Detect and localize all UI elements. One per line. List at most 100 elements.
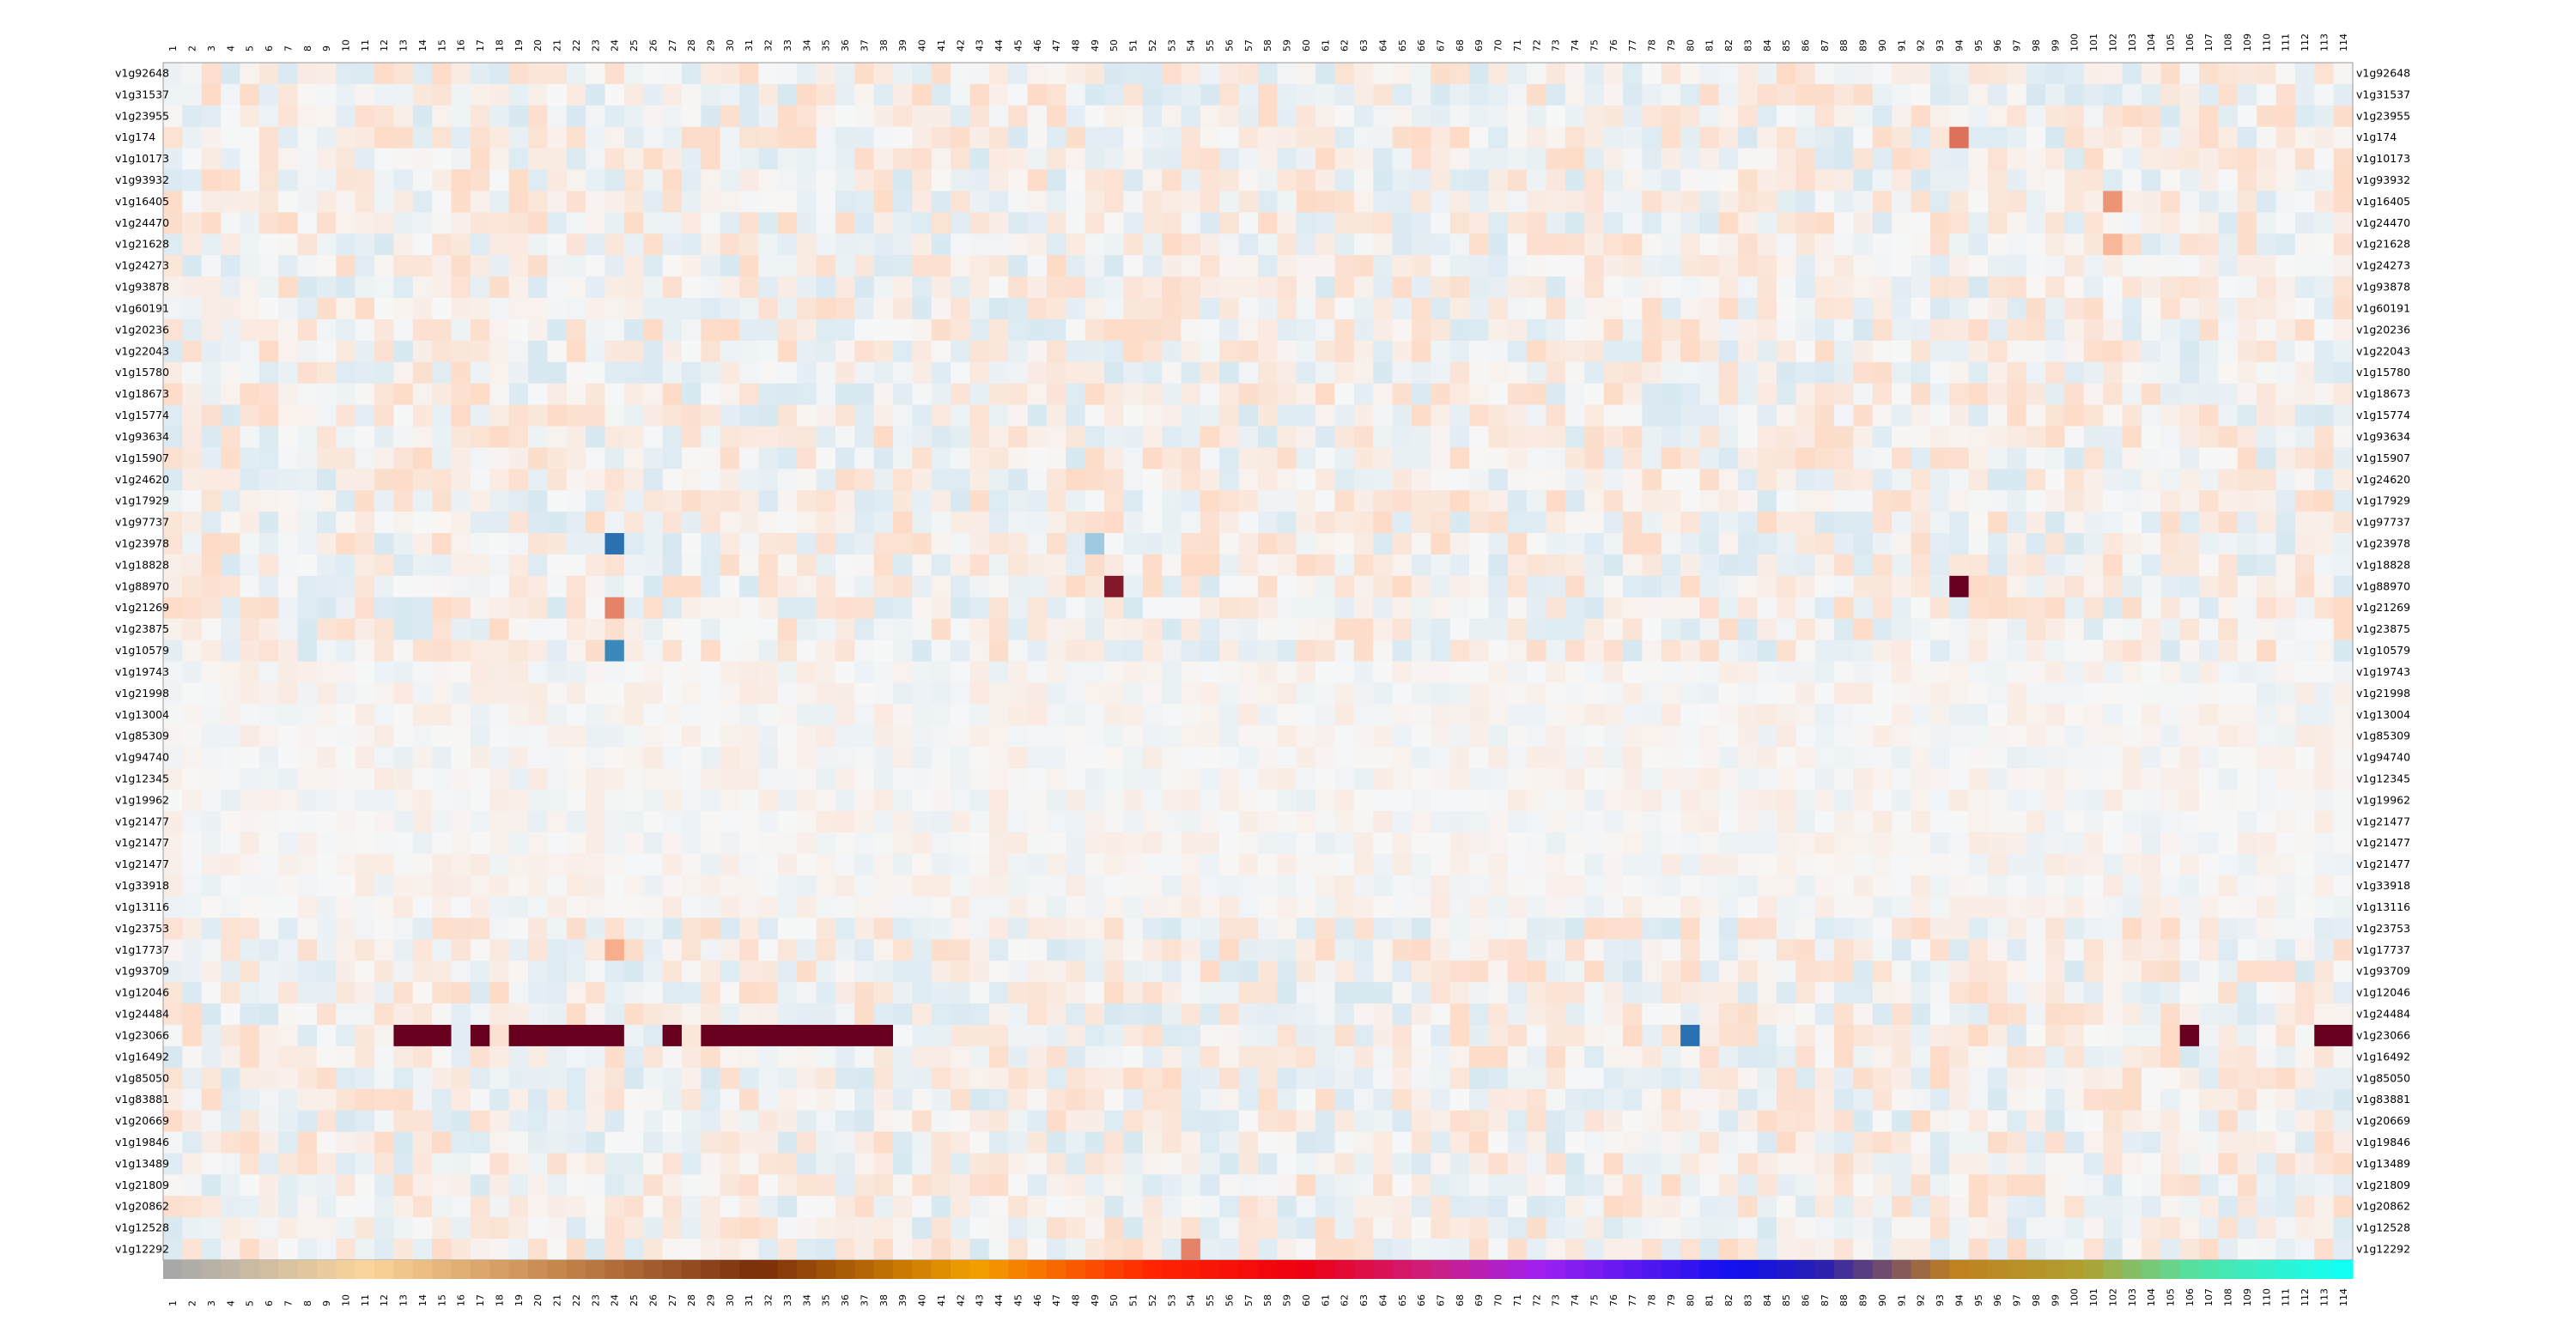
heatmap-cell [1315, 682, 1336, 705]
heatmap-cell [2333, 340, 2354, 363]
heatmap-cell [969, 126, 990, 149]
heatmap-cell [873, 318, 894, 342]
heatmap-cell [1795, 832, 1816, 855]
heatmap-cell [1123, 896, 1144, 919]
heatmap-cell [1564, 340, 1585, 363]
heatmap-cell [816, 105, 836, 128]
heatmap-cell [1968, 255, 1989, 277]
heatmap-cell [816, 918, 836, 940]
heatmap-cell [931, 768, 951, 791]
heatmap-cell [1084, 361, 1105, 385]
heatmap-cell [739, 361, 760, 385]
heatmap-cell [1219, 126, 1240, 149]
heatmap-cell [1027, 63, 1048, 85]
heatmap-cell [1373, 939, 1394, 961]
heatmap-cell [1738, 383, 1759, 406]
heatmap-cell [931, 276, 951, 299]
heatmap-cell [1757, 105, 1777, 128]
heatmap-cell [2275, 768, 2296, 791]
heatmap-cell [1238, 768, 1259, 791]
heatmap-cell [201, 725, 222, 748]
heatmap-cell [1238, 298, 1259, 320]
heatmap-cell [1757, 918, 1777, 940]
heatmap-cell [508, 810, 529, 833]
heatmap-cell [2218, 447, 2239, 470]
heatmap-cell [1834, 318, 1855, 342]
heatmap-cell [316, 875, 337, 898]
heatmap-cell [1546, 276, 1566, 299]
heatmap-cell [951, 318, 971, 342]
heatmap-cell [355, 533, 375, 555]
heatmap-cell [681, 426, 702, 448]
heatmap-cell [2199, 426, 2220, 448]
heatmap-cell [854, 340, 875, 363]
heatmap-cell [489, 361, 510, 385]
heatmap-cell [2045, 169, 2066, 192]
heatmap-cell [1431, 639, 1451, 663]
heatmap-cell [2160, 361, 2181, 385]
heatmap-cell [720, 554, 740, 577]
heatmap-cell [2314, 918, 2335, 940]
heatmap-cell [797, 618, 817, 641]
heatmap-cell [336, 597, 356, 620]
heatmap-cell [777, 747, 798, 769]
heatmap-cell [1219, 853, 1240, 876]
heatmap-cell [739, 747, 760, 769]
heatmap-cell [1200, 63, 1220, 85]
heatmap-cell [221, 447, 241, 470]
heatmap-cell [240, 469, 260, 491]
heatmap-cell [258, 747, 279, 769]
heatmap-cell [739, 918, 760, 940]
heatmap-cell [931, 789, 951, 812]
heatmap-cell [163, 533, 183, 555]
heatmap-cell [1258, 212, 1278, 234]
heatmap-cell [1929, 426, 1950, 448]
heatmap-cell [2237, 383, 2257, 406]
heatmap-cell [163, 361, 183, 385]
heatmap-cell [1527, 63, 1547, 85]
heatmap-cell [797, 361, 817, 385]
column-label-top: 103 [2127, 33, 2138, 52]
heatmap-cell [489, 918, 510, 940]
column-label-top: 73 [1551, 39, 1562, 52]
heatmap-cell [1373, 63, 1394, 85]
heatmap-cell [835, 533, 855, 555]
heatmap-cell [835, 318, 855, 342]
heatmap-cell [1814, 255, 1835, 277]
column-label-top: 7 [283, 45, 294, 52]
heatmap-cell [1911, 661, 1931, 684]
heatmap-cell [1546, 426, 1566, 448]
heatmap-cell [2333, 747, 2354, 769]
heatmap-cell [586, 896, 606, 919]
heatmap-cell [1392, 661, 1413, 684]
heatmap-cell [1814, 575, 1835, 598]
heatmap-cell [701, 554, 721, 577]
heatmap-cell [854, 105, 875, 128]
heatmap-cell [451, 682, 471, 705]
heatmap-cell [1623, 832, 1643, 855]
column-label-top: 43 [975, 39, 986, 52]
heatmap-cell [1449, 832, 1470, 855]
heatmap-cell [1008, 960, 1029, 983]
heatmap-cell [1219, 404, 1240, 427]
heatmap-cell [2199, 533, 2220, 555]
heatmap-cell [451, 853, 471, 876]
heatmap-cell [969, 383, 990, 406]
heatmap-cell [528, 361, 548, 385]
heatmap-cell [701, 768, 721, 791]
heatmap-cell [182, 340, 203, 363]
heatmap-cell [1046, 575, 1066, 598]
heatmap-cell [1334, 597, 1355, 620]
heatmap-cell [221, 83, 241, 106]
heatmap-cell [1584, 682, 1605, 705]
heatmap-cell [1949, 469, 1970, 491]
heatmap-cell [720, 383, 740, 406]
heatmap-cell [2294, 63, 2315, 85]
heatmap-cell [1066, 276, 1086, 299]
heatmap-cell [182, 832, 203, 855]
heatmap-cell [1200, 661, 1220, 684]
heatmap-cell [1431, 832, 1451, 855]
heatmap-cell [1238, 490, 1259, 512]
heatmap-cell [1392, 512, 1413, 534]
heatmap-cell [221, 853, 241, 876]
